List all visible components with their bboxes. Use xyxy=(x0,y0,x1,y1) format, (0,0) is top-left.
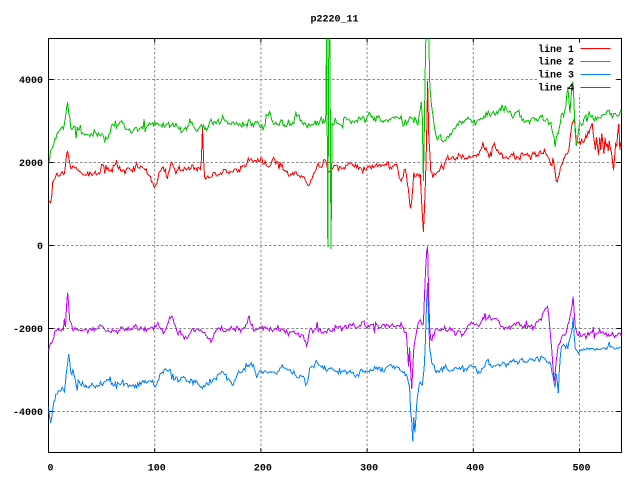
svg-text:line 4: line 4 xyxy=(538,83,574,95)
svg-text:line 1: line 1 xyxy=(538,44,574,56)
svg-text:-2000: -2000 xyxy=(13,325,43,336)
svg-text:p2220_11: p2220_11 xyxy=(310,15,358,26)
svg-text:100: 100 xyxy=(148,464,166,475)
svg-text:line 3: line 3 xyxy=(538,70,574,82)
svg-text:300: 300 xyxy=(360,464,378,475)
svg-text:4000: 4000 xyxy=(19,76,43,87)
svg-text:2000: 2000 xyxy=(19,159,43,170)
svg-text:-4000: -4000 xyxy=(13,408,43,419)
svg-text:200: 200 xyxy=(254,464,272,475)
svg-text:line 2: line 2 xyxy=(538,57,574,69)
svg-text:500: 500 xyxy=(572,464,590,475)
svg-text:400: 400 xyxy=(466,464,484,475)
svg-text:0: 0 xyxy=(47,464,53,475)
svg-text:0: 0 xyxy=(37,242,43,253)
